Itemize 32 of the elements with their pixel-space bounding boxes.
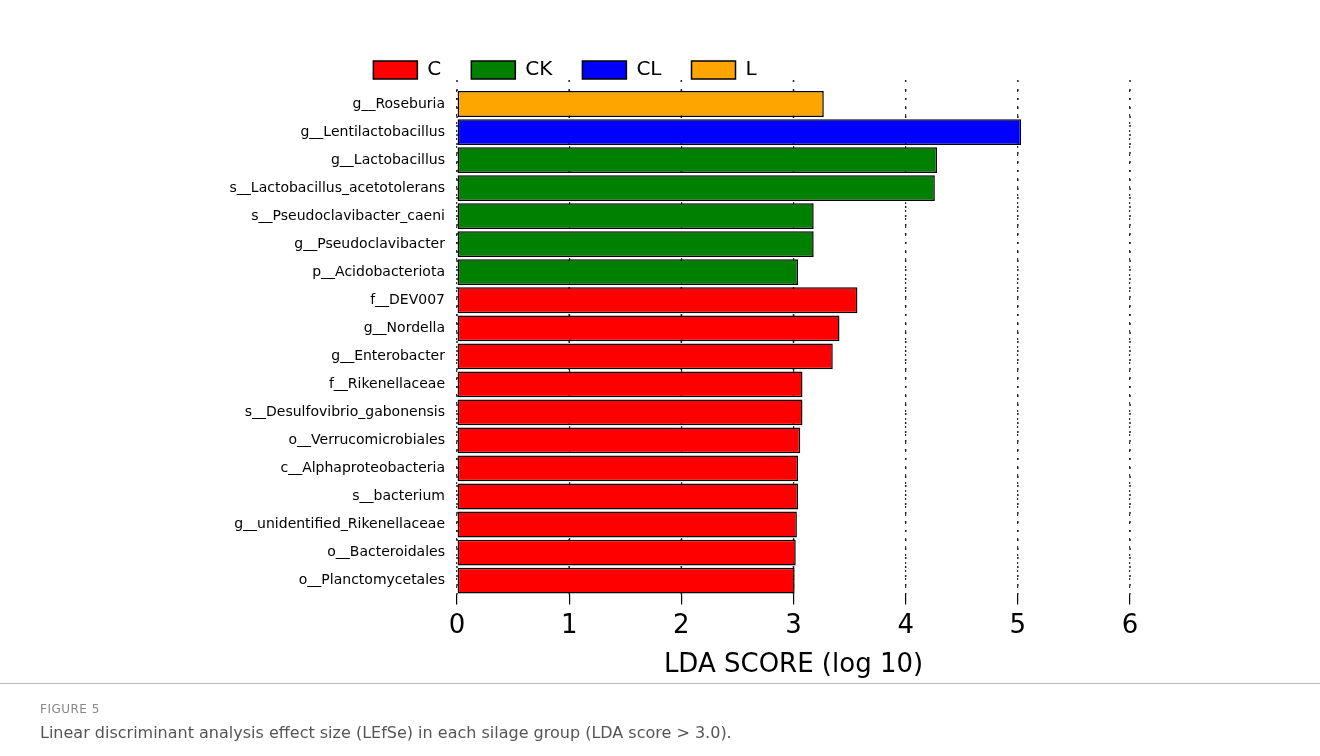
y-tick-label: g__unidentified_Rikenellaceae (234, 515, 445, 532)
y-tick-label: g__Lentilactobacillus (300, 122, 445, 139)
y-tick-label: g__Roseburia (352, 94, 445, 111)
x-axis-title: LDA SCORE (log 10) (663, 648, 924, 679)
y-tick-label: g__Enterobacter (331, 346, 446, 363)
y-tick-label: s__Desulfovibrio_gabonensis (244, 403, 445, 420)
x-tick-label: 6 (1121, 608, 1139, 639)
x-tick-label: 3 (785, 608, 802, 639)
y-tick-label: c__Alphaproteobacteria (280, 459, 445, 476)
y-tick-label: s__bacterium (352, 487, 445, 504)
y-tick-label: f__DEV007 (370, 290, 445, 307)
y-tick-label: g__Pseudoclavibacter (294, 234, 446, 251)
y-tick-label: o__Bacteroidales (327, 543, 445, 560)
y-tick-label: f__Rikenellaceae (328, 374, 445, 391)
x-tick-label: 4 (897, 608, 914, 639)
legend-label: CL (636, 56, 663, 81)
y-tick-label: o__Planctomycetales (298, 571, 445, 588)
x-tick-label: 5 (1009, 608, 1027, 639)
y-tick-label: g__Lactobacillus (330, 150, 445, 167)
x-tick-label: 1 (560, 608, 578, 639)
text: Linear discriminant analysis effect size (LEfSe) in each silage group (LDA score > 3.0). (40, 723, 732, 742)
x-tick-label: 2 (673, 608, 690, 639)
y-tick-label: s__Pseudoclavibacter_caeni (251, 206, 445, 223)
legend-label: C (427, 56, 442, 81)
y-tick-label: p__Acidobacteriota (312, 262, 445, 279)
y-tick-label: o__Verrucomicrobiales (288, 431, 445, 448)
y-tick-label: s__Lactobacillus_acetotolerans (229, 178, 445, 195)
x-tick-label: 0 (448, 608, 466, 639)
legend-label: L (745, 56, 758, 81)
caption: FIGURE 5 (40, 702, 100, 716)
legend-label: CK (525, 56, 554, 81)
y-tick-label: g__Nordella (363, 318, 445, 335)
